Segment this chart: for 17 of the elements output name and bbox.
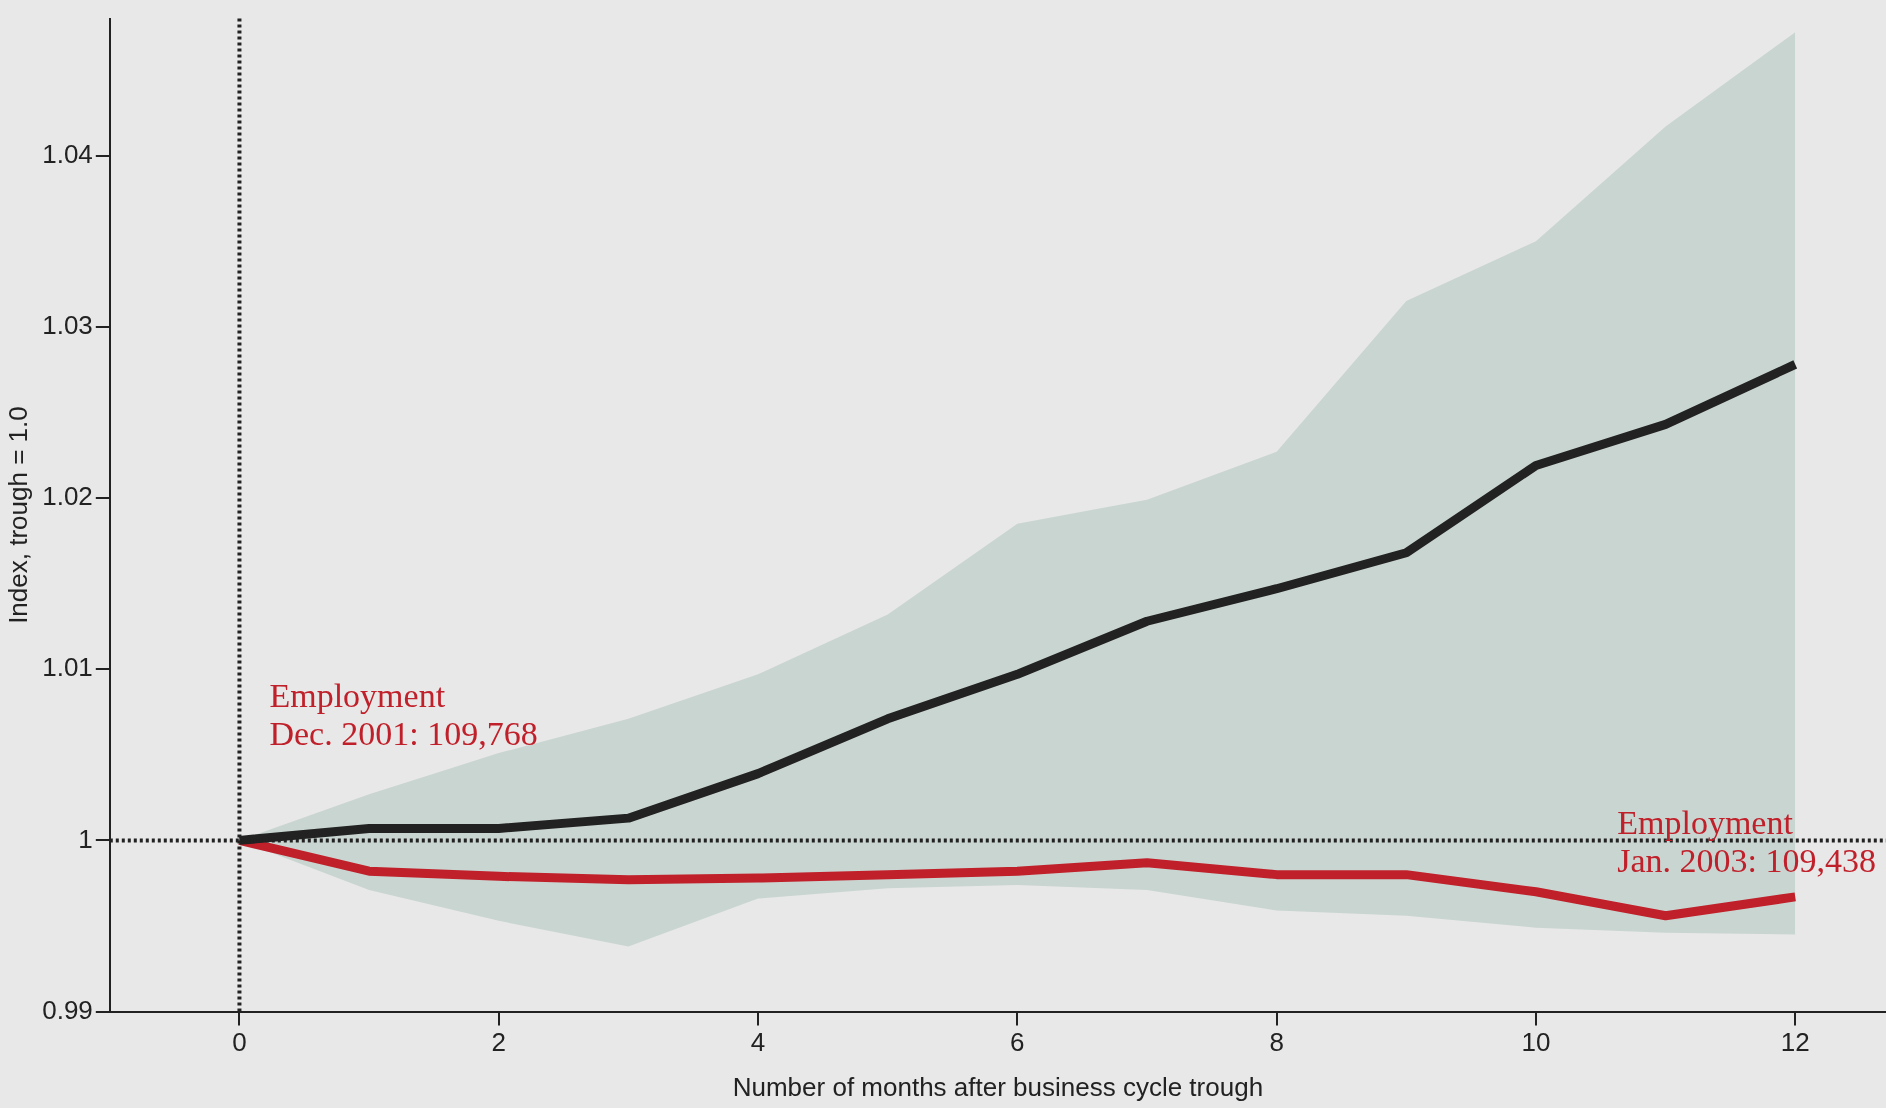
y-tick-label: 0.99 [42, 994, 93, 1025]
y-tick-label: 1.03 [42, 309, 93, 340]
annotation: Employment Jan. 2003: 109,438 [1617, 803, 1877, 879]
x-tick-label: 10 [1521, 1027, 1551, 1058]
x-tick-label: 12 [1780, 1027, 1810, 1058]
x-tick-label: 6 [1010, 1027, 1025, 1058]
y-tick-label: 1 [78, 823, 93, 854]
x-tick-label: 8 [1269, 1027, 1284, 1058]
annotation: Employment Dec. 2001: 109,768 [269, 677, 538, 753]
y-tick-label: 1.04 [42, 138, 93, 169]
y-axis-title: Index, trough = 1.0 [2, 406, 33, 624]
x-axis-title: Number of months after business cycle trough [732, 1071, 1264, 1102]
x-tick-label: 4 [750, 1027, 766, 1058]
y-tick-label: 1.02 [42, 481, 93, 512]
y-tick-label: 1.01 [42, 652, 93, 683]
x-tick-label: 2 [491, 1027, 506, 1058]
x-tick-label: 0 [232, 1027, 247, 1058]
